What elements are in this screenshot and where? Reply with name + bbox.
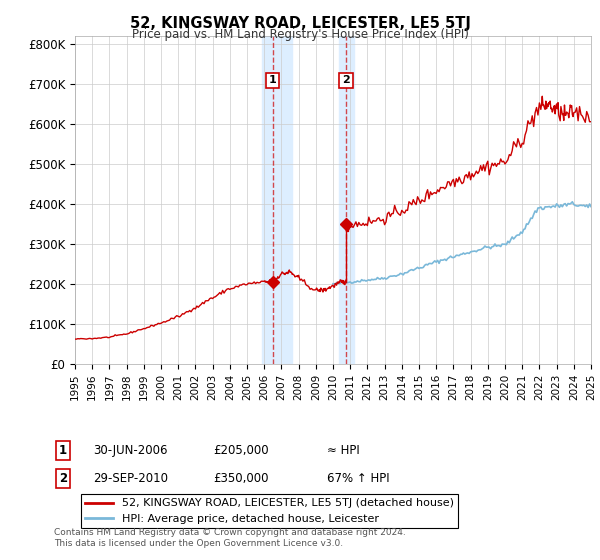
Text: £205,000: £205,000	[213, 444, 269, 458]
Text: Price paid vs. HM Land Registry's House Price Index (HPI): Price paid vs. HM Land Registry's House …	[131, 28, 469, 41]
Text: 29-SEP-2010: 29-SEP-2010	[93, 472, 168, 486]
Text: £350,000: £350,000	[213, 472, 269, 486]
Text: 1: 1	[59, 444, 67, 458]
Text: 67% ↑ HPI: 67% ↑ HPI	[327, 472, 389, 486]
Bar	[262, 36, 292, 364]
Text: 2: 2	[342, 76, 350, 85]
Bar	[339, 36, 355, 364]
Legend: 52, KINGSWAY ROAD, LEICESTER, LE5 5TJ (detached house), HPI: Average price, deta: 52, KINGSWAY ROAD, LEICESTER, LE5 5TJ (d…	[80, 494, 458, 529]
Text: ≈ HPI: ≈ HPI	[327, 444, 360, 458]
Text: 1: 1	[269, 76, 277, 85]
Text: 30-JUN-2006: 30-JUN-2006	[93, 444, 167, 458]
Text: 52, KINGSWAY ROAD, LEICESTER, LE5 5TJ: 52, KINGSWAY ROAD, LEICESTER, LE5 5TJ	[130, 16, 470, 31]
Text: 2: 2	[59, 472, 67, 486]
Text: Contains HM Land Registry data © Crown copyright and database right 2024.
This d: Contains HM Land Registry data © Crown c…	[54, 528, 406, 548]
